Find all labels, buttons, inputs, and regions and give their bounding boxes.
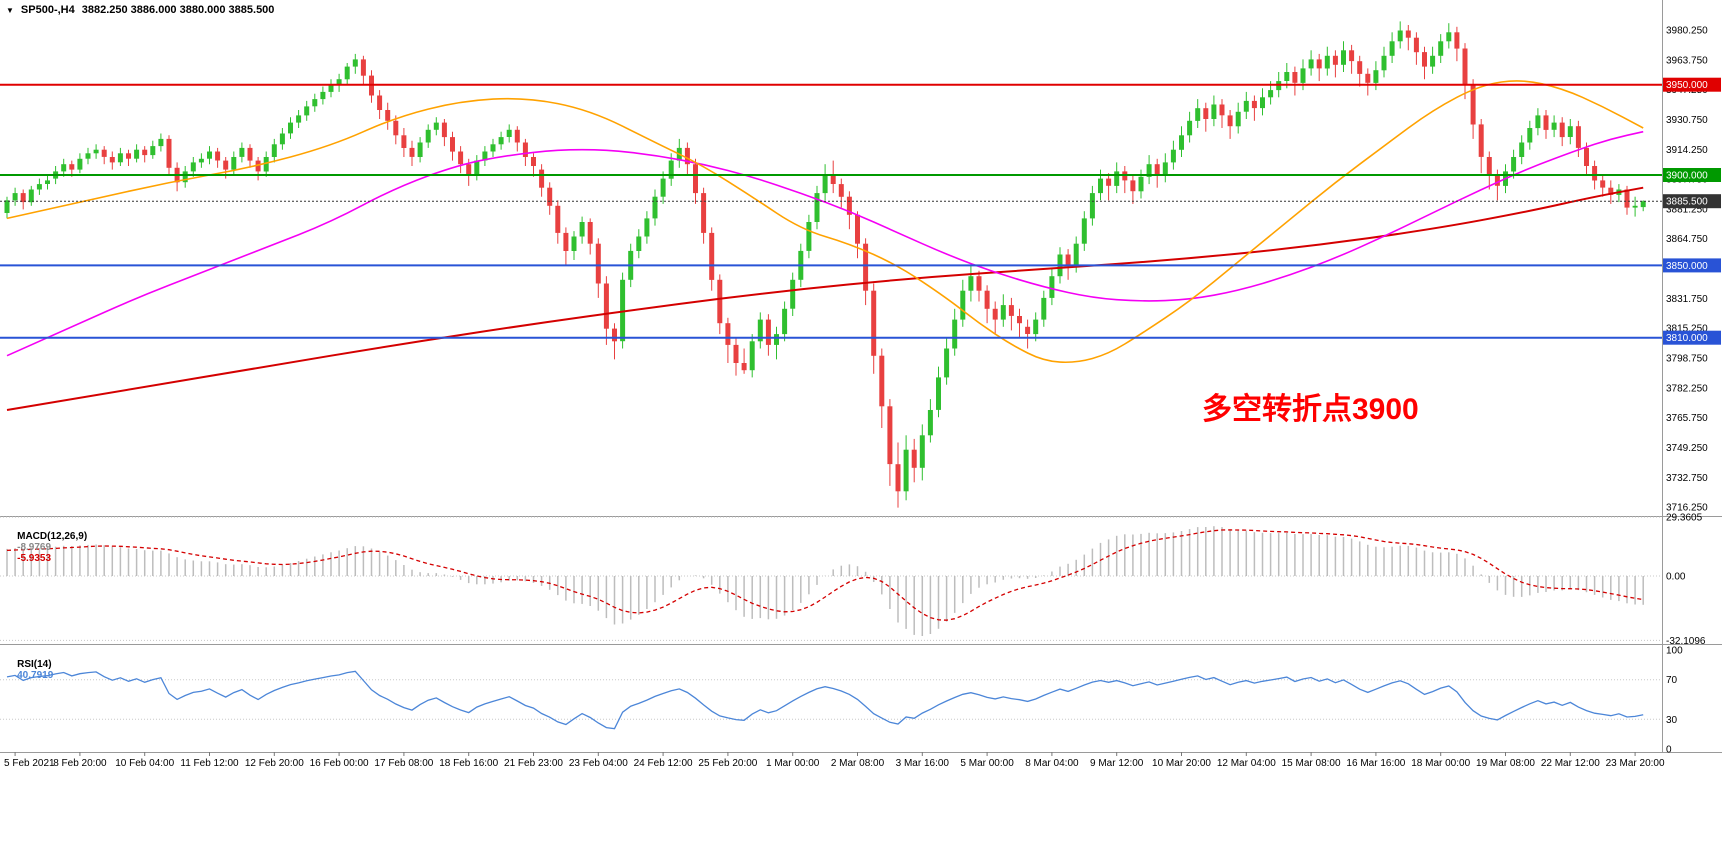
macd-panel: 29.3605 0.00 -32.1096 xyxy=(0,513,1706,647)
svg-text:3798.750: 3798.750 xyxy=(1666,354,1708,365)
svg-text:3850.000: 3850.000 xyxy=(1666,261,1708,272)
svg-text:3864.750: 3864.750 xyxy=(1666,234,1708,245)
svg-text:29.3605: 29.3605 xyxy=(1666,513,1703,524)
svg-text:3 Mar 16:00: 3 Mar 16:00 xyxy=(896,758,950,769)
svg-text:22 Mar 12:00: 22 Mar 12:00 xyxy=(1541,758,1600,769)
rsi-title: RSI(14) xyxy=(17,659,52,670)
macd-signal-line xyxy=(6,529,1644,621)
svg-text:18 Feb 16:00: 18 Feb 16:00 xyxy=(439,758,498,769)
chart-dropdown-arrow-icon[interactable]: ▼ xyxy=(6,5,14,15)
svg-text:10 Mar 20:00: 10 Mar 20:00 xyxy=(1152,758,1211,769)
svg-text:12 Mar 04:00: 12 Mar 04:00 xyxy=(1217,758,1276,769)
ma_medium-line xyxy=(6,130,1644,357)
svg-text:3765.750: 3765.750 xyxy=(1666,413,1708,424)
svg-text:19 Mar 08:00: 19 Mar 08:00 xyxy=(1476,758,1535,769)
svg-text:3732.750: 3732.750 xyxy=(1666,473,1708,484)
svg-text:25 Feb 20:00: 25 Feb 20:00 xyxy=(698,758,757,769)
svg-text:16 Feb 00:00: 16 Feb 00:00 xyxy=(310,758,369,769)
svg-text:8 Mar 04:00: 8 Mar 04:00 xyxy=(1025,758,1079,769)
price-tag-3900.000 xyxy=(1663,168,1721,182)
chart-header: ▼ SP500-,H4 3882.250 3886.000 3880.000 3… xyxy=(6,4,274,16)
svg-text:0.00: 0.00 xyxy=(1666,572,1686,583)
svg-text:3885.500: 3885.500 xyxy=(1666,197,1708,208)
svg-text:12 Feb 20:00: 12 Feb 20:00 xyxy=(245,758,304,769)
symbol-timeframe-label: SP500-,H4 xyxy=(20,4,75,16)
svg-text:3930.750: 3930.750 xyxy=(1666,115,1708,126)
svg-text:1 Mar 00:00: 1 Mar 00:00 xyxy=(766,758,820,769)
rsi-value: 40.7919 xyxy=(17,670,54,681)
macd-signal-value: -5.9353 xyxy=(17,553,52,564)
svg-text:70: 70 xyxy=(1666,675,1678,686)
rsi-indicator-label: RSI(14) 40.7919 xyxy=(6,648,53,692)
svg-text:16 Mar 16:00: 16 Mar 16:00 xyxy=(1346,758,1405,769)
svg-text:9 Mar 12:00: 9 Mar 12:00 xyxy=(1090,758,1144,769)
svg-text:3881.250: 3881.250 xyxy=(1666,204,1708,215)
svg-text:3914.250: 3914.250 xyxy=(1666,145,1708,156)
svg-text:23 Feb 04:00: 23 Feb 04:00 xyxy=(569,758,628,769)
price-axis[interactable]: 3980.2503963.7503947.2503930.7503914.250… xyxy=(1663,26,1721,514)
chart-annotation-text[interactable]: 多空转折点3900 xyxy=(1202,393,1419,426)
svg-text:10 Feb 04:00: 10 Feb 04:00 xyxy=(115,758,174,769)
svg-text:3749.250: 3749.250 xyxy=(1666,443,1708,454)
price-tag-3950.000 xyxy=(1663,77,1721,92)
svg-text:100: 100 xyxy=(1666,646,1683,657)
ma_slow-line xyxy=(6,186,1644,411)
svg-text:8 Feb 20:00: 8 Feb 20:00 xyxy=(53,758,107,769)
svg-text:3831.750: 3831.750 xyxy=(1666,294,1708,305)
svg-text:11 Feb 12:00: 11 Feb 12:00 xyxy=(180,758,239,769)
rsi-panel: 100 70 30 0 xyxy=(0,646,1683,756)
svg-text:24 Feb 12:00: 24 Feb 12:00 xyxy=(634,758,693,769)
svg-text:5 Feb 2021: 5 Feb 2021 xyxy=(4,758,55,769)
svg-text:0: 0 xyxy=(1666,745,1672,756)
svg-text:2 Mar 08:00: 2 Mar 08:00 xyxy=(831,758,885,769)
svg-text:3980.250: 3980.250 xyxy=(1666,26,1708,37)
svg-text:15 Mar 08:00: 15 Mar 08:00 xyxy=(1282,758,1341,769)
svg-text:3900.000: 3900.000 xyxy=(1666,171,1708,182)
svg-text:5 Mar 00:00: 5 Mar 00:00 xyxy=(960,758,1014,769)
macd-hist-value: -8.9769 xyxy=(17,542,52,553)
price-tag-3885.500 xyxy=(1663,194,1721,209)
svg-text:30: 30 xyxy=(1666,715,1678,726)
price-tag-3810.000 xyxy=(1663,330,1721,345)
ma_fast-line xyxy=(6,80,1644,364)
rsi-line xyxy=(6,670,1644,730)
macd-indicator-label: MACD(12,26,9) -8.9769 -5.9353 xyxy=(6,520,87,575)
panel-separators xyxy=(0,0,1722,753)
svg-text:3950.000: 3950.000 xyxy=(1666,80,1708,91)
svg-text:-32.1096: -32.1096 xyxy=(1666,636,1706,647)
svg-text:17 Feb 08:00: 17 Feb 08:00 xyxy=(374,758,433,769)
ohlc-readout: 3882.250 3886.000 3880.000 3885.500 xyxy=(81,4,275,16)
svg-text:3963.750: 3963.750 xyxy=(1666,55,1708,66)
svg-text:23 Mar 20:00: 23 Mar 20:00 xyxy=(1606,758,1665,769)
svg-text:3782.250: 3782.250 xyxy=(1666,383,1708,394)
svg-text:18 Mar 00:00: 18 Mar 00:00 xyxy=(1411,758,1470,769)
svg-text:3815.250: 3815.250 xyxy=(1666,324,1708,335)
svg-text:3716.250: 3716.250 xyxy=(1666,503,1708,514)
macd-title: MACD(12,26,9) xyxy=(17,531,88,542)
price-tag-3850.000 xyxy=(1663,258,1721,273)
svg-text:21 Feb 23:00: 21 Feb 23:00 xyxy=(504,758,563,769)
moving-averages-layer xyxy=(6,80,1644,411)
horizontal-levels-layer[interactable] xyxy=(0,83,1662,339)
svg-text:3810.000: 3810.000 xyxy=(1666,333,1708,344)
